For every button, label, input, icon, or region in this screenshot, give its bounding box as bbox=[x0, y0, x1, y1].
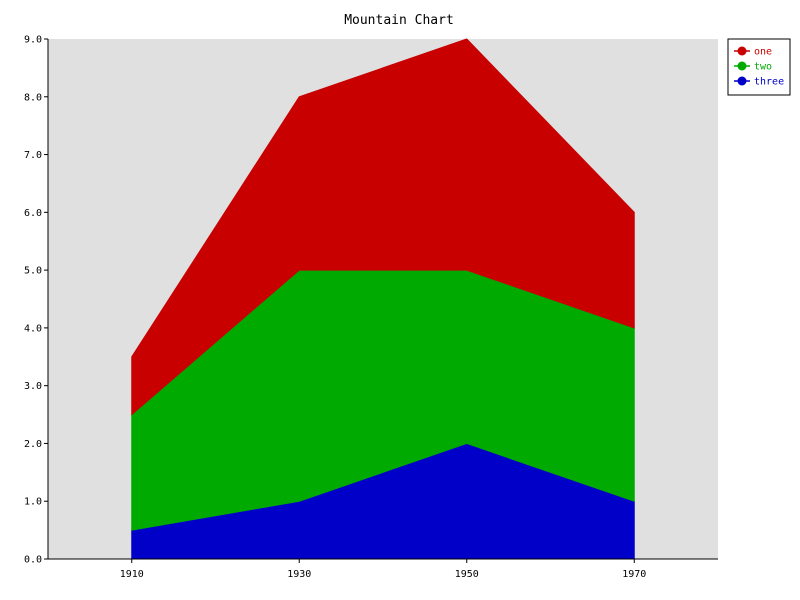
legend-marker-two bbox=[737, 61, 747, 71]
area-series-one bbox=[131, 38, 635, 416]
legend: one two three bbox=[727, 38, 791, 96]
chart-title: Mountain Chart bbox=[344, 13, 454, 28]
y-tick-label: 1.0 bbox=[24, 497, 42, 508]
y-tick-label: 3.0 bbox=[24, 381, 42, 392]
legend-label-two: two bbox=[754, 62, 772, 73]
y-tick-label: 7.0 bbox=[24, 150, 42, 161]
y-tick-label: 0.0 bbox=[24, 555, 42, 566]
series-areas bbox=[131, 38, 635, 560]
x-tick-label: 1970 bbox=[622, 569, 646, 580]
x-tick-label: 1950 bbox=[455, 569, 479, 580]
y-tick-label: 4.0 bbox=[24, 323, 42, 334]
x-tick-label: 1910 bbox=[120, 569, 144, 580]
y-tick-label: 8.0 bbox=[24, 92, 42, 103]
axes: 0.0 1.0 2.0 3.0 4.0 5.0 6.0 7.0 8.0 9.0 1910 1930 19… bbox=[24, 35, 718, 580]
y-tick-label: 9.0 bbox=[24, 35, 42, 46]
legend-marker-three bbox=[737, 76, 747, 86]
legend-label-one: one bbox=[754, 47, 772, 58]
legend-marker-one bbox=[737, 46, 747, 56]
x-tick-label: 1930 bbox=[287, 569, 311, 580]
y-tick-label: 2.0 bbox=[24, 439, 42, 450]
y-tick-label: 5.0 bbox=[24, 266, 42, 277]
legend-label-three: three bbox=[754, 77, 784, 88]
y-tick-label: 6.0 bbox=[24, 208, 42, 219]
